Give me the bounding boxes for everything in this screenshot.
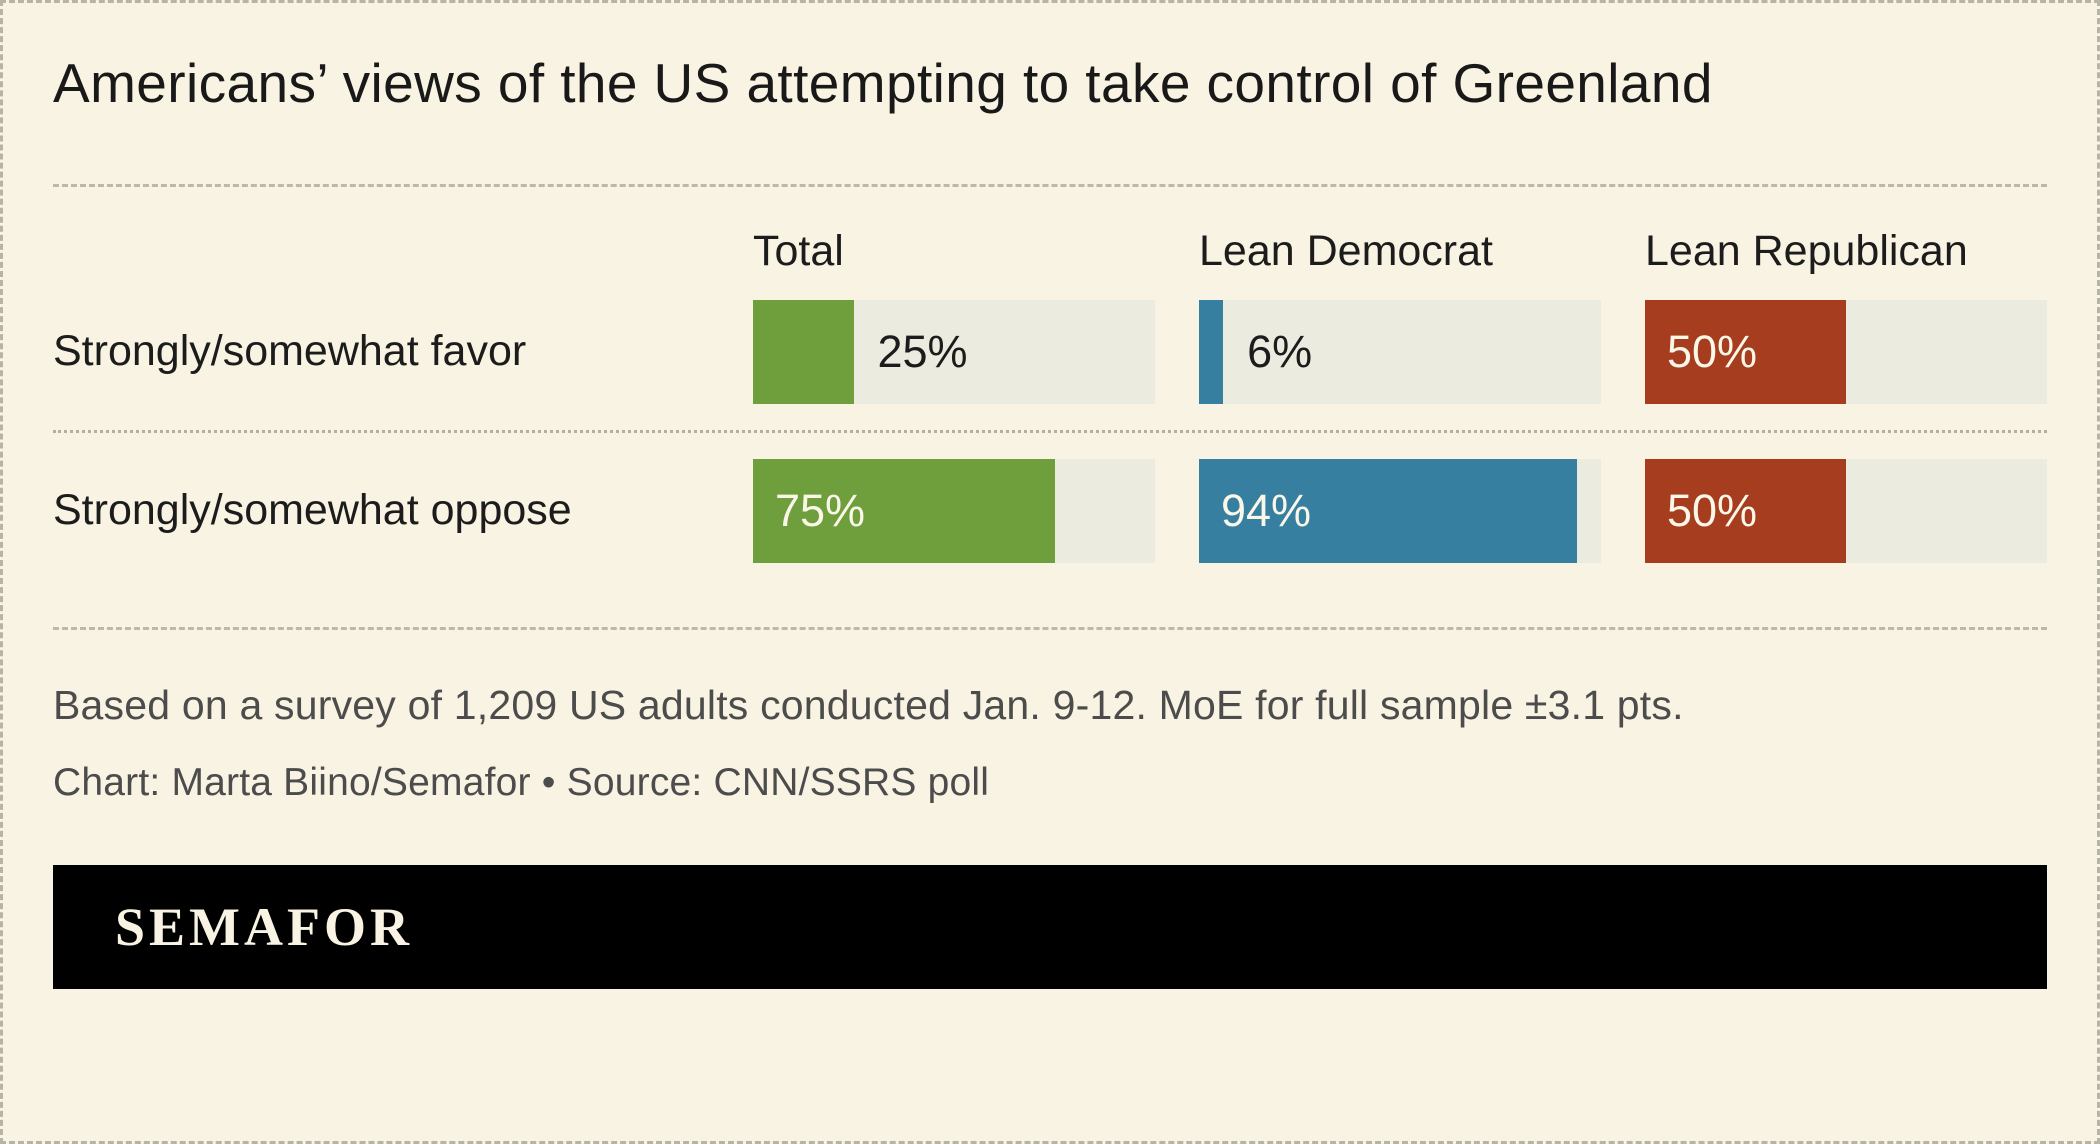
column-header-lean-democrat: Lean Democrat [1199,226,1493,275]
semafor-logo: SEMAFOR [115,896,413,957]
bar-fill [1645,458,1846,563]
row-oppose: Strongly/somewhat oppose 75% 94% 50% [53,458,2047,563]
column-header-row: Total Lean Democrat Lean Republican [53,227,2047,276]
bar-track: 50% [1645,458,2047,563]
bar-favor-lean-democrat: 6% [1199,299,1601,404]
footer-bar: SEMAFOR [53,864,2047,989]
divider-bottom [53,626,2047,630]
bar-value-label: 94% [1221,484,1312,536]
bar-value-label: 50% [1667,484,1758,536]
bar-oppose-total: 75% [753,458,1155,563]
category-label-oppose: Strongly/somewhat oppose [53,486,572,535]
bar-track: 25% [753,299,1155,404]
bar-oppose-lean-democrat: 94% [1199,458,1601,563]
column-header-total: Total [753,226,844,275]
bar-track: 6% [1199,299,1601,404]
bar-favor-lean-republican: 50% [1645,299,2047,404]
bar-fill [1199,458,1577,563]
bar-fill [1199,299,1224,404]
bar-chart: Total Lean Democrat Lean Republican Stro… [53,227,2047,563]
column-header-lean-republican: Lean Republican [1645,226,1968,275]
divider-top [53,183,2047,187]
bar-fill [753,299,854,404]
category-label-favor: Strongly/somewhat favor [53,327,527,376]
bar-track: 94% [1199,458,1601,563]
methodology-note: Based on a survey of 1,209 US adults con… [53,681,1684,728]
row-divider [53,429,2047,433]
credit-line: Chart: Marta Biino/Semafor • Source: CNN… [53,760,990,804]
chart-title: Americans’ views of the US attempting to… [53,52,1713,114]
bar-favor-total: 25% [753,299,1155,404]
bar-value-label: 50% [1667,325,1758,377]
bar-fill [753,458,1055,563]
bar-track: 75% [753,458,1155,563]
bar-value-label: 25% [877,325,968,377]
bar-value-label: 75% [775,484,866,536]
row-favor: Strongly/somewhat favor 25% 6% 50% [53,299,2047,404]
bar-oppose-lean-republican: 50% [1645,458,2047,563]
bar-fill [1645,299,1846,404]
bar-track: 50% [1645,299,2047,404]
bar-value-label: 6% [1247,325,1313,377]
